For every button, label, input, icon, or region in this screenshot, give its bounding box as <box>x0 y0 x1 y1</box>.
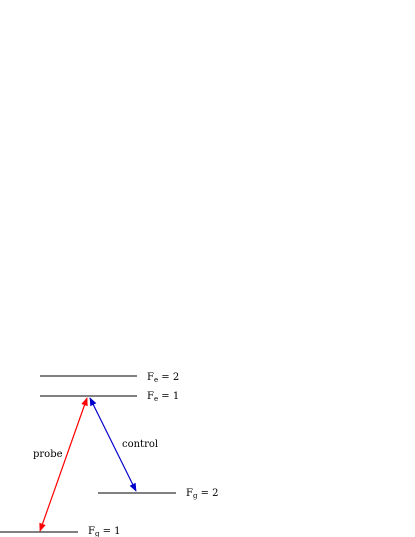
level-label-fg1: Fg = 1 <box>88 526 121 537</box>
level-relation: = 2 <box>197 488 218 499</box>
control-arrow <box>89 397 137 492</box>
level-symbol: F <box>147 372 154 383</box>
level-relation: = 1 <box>158 391 179 402</box>
level-symbol: F <box>88 526 95 537</box>
level-subscript: g <box>95 530 100 537</box>
level-label-fe2: Fe = 2 <box>147 372 179 384</box>
probe-label: probe <box>33 449 63 460</box>
level-subscript: e <box>154 376 158 384</box>
level-label-fe1: Fe = 1 <box>147 391 179 403</box>
level-subscript: g <box>193 492 198 500</box>
level-label-fg2: Fg = 2 <box>186 488 219 500</box>
level-subscript: e <box>154 395 158 403</box>
control-label: control <box>122 439 158 450</box>
level-symbol: F <box>147 391 154 402</box>
probe-arrow <box>39 397 88 532</box>
level-relation: = 2 <box>158 372 179 383</box>
level-relation: = 1 <box>99 526 120 537</box>
level-symbol: F <box>186 488 193 499</box>
